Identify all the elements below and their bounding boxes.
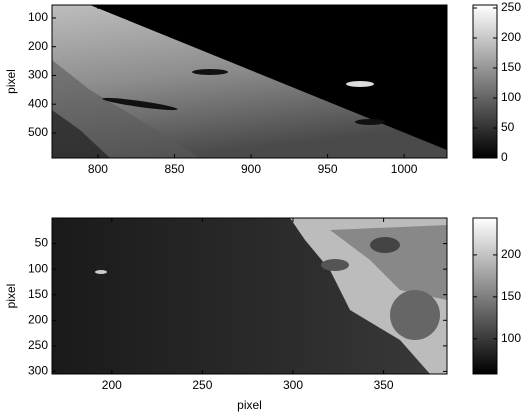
x-tick-label: 200 (102, 378, 122, 392)
y-tick-label: 200 (28, 39, 48, 53)
y-tick-label: 150 (28, 287, 48, 301)
y-tick-label: 300 (28, 364, 48, 378)
x-tick-label: 350 (374, 378, 394, 392)
y-axis-label: pixel (4, 69, 18, 94)
colorbar-tick-label: 100 (501, 90, 521, 104)
axes-frame (51, 4, 448, 159)
y-tick-label: 500 (28, 125, 48, 139)
colorbar-tick-label: 200 (501, 247, 521, 261)
y-tick-label: 50 (35, 236, 49, 250)
y-tick-label: 200 (28, 312, 48, 326)
x-tick-label: 300 (283, 378, 303, 392)
colorbar-tick-label: 50 (501, 120, 515, 134)
y-tick-label: 100 (28, 261, 48, 275)
x-axis-label: pixel (237, 398, 262, 412)
x-tick-label: 850 (164, 162, 184, 176)
x-tick-label: 950 (318, 162, 338, 176)
colorbar-tick-label: 200 (501, 30, 521, 44)
y-tick-label: 250 (28, 338, 48, 352)
x-tick-label: 800 (88, 162, 108, 176)
colorbar-tick-label: 100 (501, 331, 521, 345)
colorbar-tick-label: 250 (501, 0, 521, 14)
colorbar-tick-label: 0 (501, 150, 508, 164)
y-tick-label: 400 (28, 96, 48, 110)
image-bottom (52, 218, 447, 374)
colorbar (472, 4, 498, 159)
y-tick-label: 100 (28, 10, 48, 24)
y-axis-label: pixel (4, 284, 18, 309)
x-tick-label: 250 (192, 378, 212, 392)
colorbar (472, 217, 498, 375)
image-top (52, 5, 447, 158)
colorbar-tick-label: 150 (501, 60, 521, 74)
y-tick-label: 300 (28, 68, 48, 82)
axes-frame (51, 217, 448, 375)
colorbar-tick-label: 150 (501, 289, 521, 303)
x-tick-label: 1000 (391, 162, 418, 176)
x-tick-label: 900 (241, 162, 261, 176)
